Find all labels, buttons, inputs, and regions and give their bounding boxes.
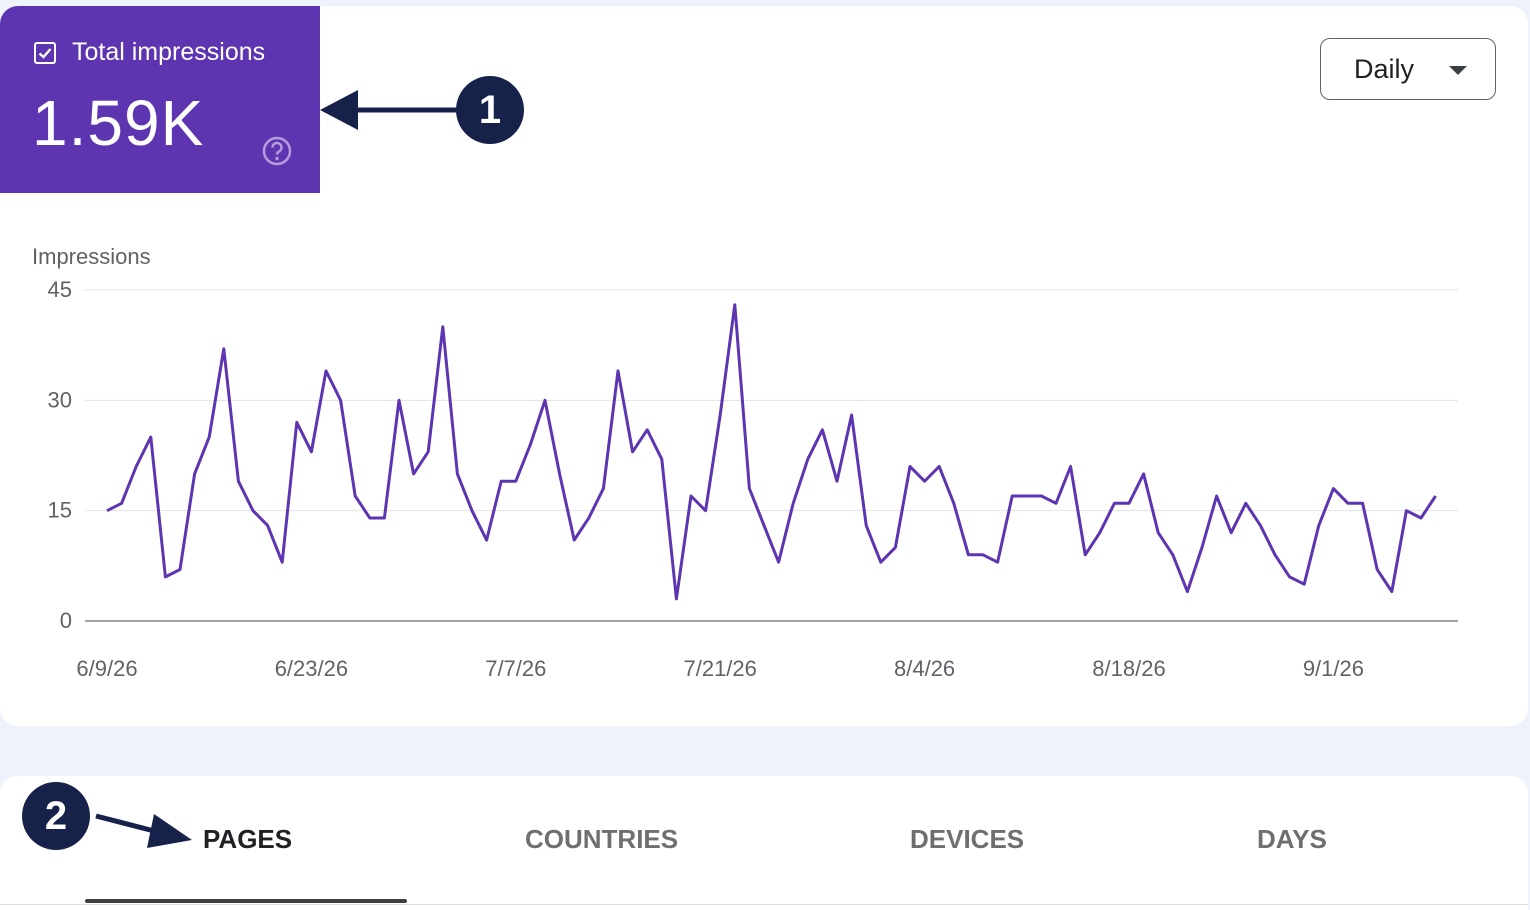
period-dropdown[interactable]: Daily [1320, 38, 1496, 100]
y-tick-label: 30 [48, 387, 72, 412]
performance-card: Total impressions 1.59K Daily Impression… [0, 6, 1528, 726]
x-tick-label: 6/23/26 [275, 656, 348, 681]
total-impressions-tile[interactable]: Total impressions 1.59K [0, 6, 320, 193]
y-axis-label: Impressions [32, 244, 151, 269]
tab-devices[interactable]: DEVICES [910, 824, 1025, 854]
tab-countries[interactable]: COUNTRIES [525, 824, 679, 854]
y-tick-label: 15 [48, 498, 72, 523]
x-tick-label: 6/9/26 [76, 656, 137, 681]
x-tick-label: 7/21/26 [683, 656, 756, 681]
tab-divider [0, 904, 1528, 905]
help-icon[interactable] [262, 136, 292, 166]
checkbox-checked-icon[interactable] [34, 42, 56, 64]
metric-value: 1.59K [32, 87, 205, 159]
impressions-series-line [106, 303, 1437, 601]
annotation-arrow-2 [95, 813, 192, 848]
y-tick-label: 0 [60, 608, 72, 633]
annotation-badge-2: 2 [22, 782, 90, 850]
period-selected-label: Daily [1354, 54, 1415, 84]
x-tick-label: 7/7/26 [485, 656, 546, 681]
tab-pages[interactable]: PAGES [203, 824, 293, 854]
annotation-arrow-1 [320, 90, 460, 130]
active-tab-indicator [85, 899, 407, 903]
x-tick-label: 9/1/26 [1303, 656, 1364, 681]
y-tick-label: 45 [48, 277, 72, 302]
metric-label: Total impressions [72, 38, 266, 66]
tab-days[interactable]: DAYS [1257, 824, 1327, 854]
breakdown-card: PAGES COUNTRIES DEVICES DAYS [0, 776, 1528, 910]
annotation-badge-1: 1 [456, 76, 524, 144]
x-tick-label: 8/18/26 [1092, 656, 1165, 681]
impressions-chart: Impressions 0 15 30 45 6/9/26 6/23/26 7/7/26 7… [32, 244, 1458, 681]
x-tick-label: 8/4/26 [894, 656, 955, 681]
caret-down-icon [1449, 66, 1467, 75]
